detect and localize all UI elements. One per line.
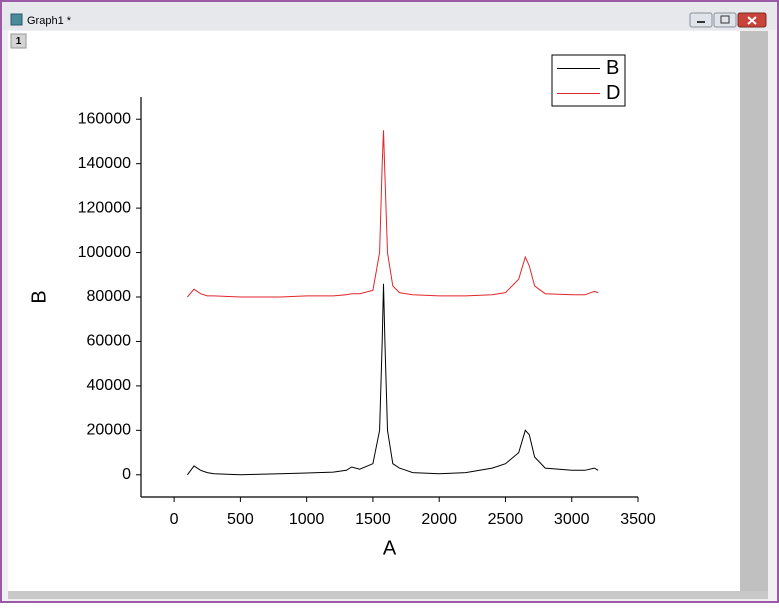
x-tick-label: 2500 xyxy=(488,511,524,528)
x-tick-label: 3500 xyxy=(620,511,656,528)
restore-button[interactable] xyxy=(713,12,737,28)
y-tick-label: 160000 xyxy=(78,110,131,127)
series-line xyxy=(186,283,599,476)
chart: 0200004000060000800001000001200001400001… xyxy=(28,54,656,559)
title-bar xyxy=(2,2,777,30)
y-tick-label: 140000 xyxy=(78,155,131,172)
scroll-area xyxy=(740,31,768,591)
x-axis-title: A xyxy=(383,537,397,559)
x-tick-label: 500 xyxy=(227,511,254,528)
y-tick-label: 120000 xyxy=(78,199,131,216)
minimize-button[interactable] xyxy=(689,12,713,28)
y-axis-title: B xyxy=(28,290,50,303)
close-icon xyxy=(747,16,757,25)
y-tick-label: 60000 xyxy=(87,333,132,350)
x-tick-label: 3000 xyxy=(554,511,590,528)
plot-page xyxy=(8,31,740,591)
legend-label: B xyxy=(606,57,619,79)
x-tick-label: 1500 xyxy=(355,511,391,528)
legend-box xyxy=(551,54,626,107)
layer-tab[interactable] xyxy=(10,33,27,49)
x-tick-label: 0 xyxy=(170,511,179,528)
y-tick-label: 20000 xyxy=(87,422,132,439)
y-tick-label: 40000 xyxy=(87,377,132,394)
y-tick-label: 0 xyxy=(122,466,131,483)
x-tick-label: 2000 xyxy=(421,511,457,528)
window-title: Graph1 * xyxy=(27,15,72,27)
series-line xyxy=(187,130,599,298)
legend-label: D xyxy=(606,82,620,104)
layer-label: 1 xyxy=(16,36,22,47)
bottom-strip xyxy=(8,591,768,599)
x-tick-label: 1000 xyxy=(289,511,325,528)
y-tick-label: 100000 xyxy=(78,244,131,261)
y-tick-label: 80000 xyxy=(87,288,132,305)
app-icon xyxy=(10,13,23,26)
restore-icon xyxy=(720,15,730,24)
